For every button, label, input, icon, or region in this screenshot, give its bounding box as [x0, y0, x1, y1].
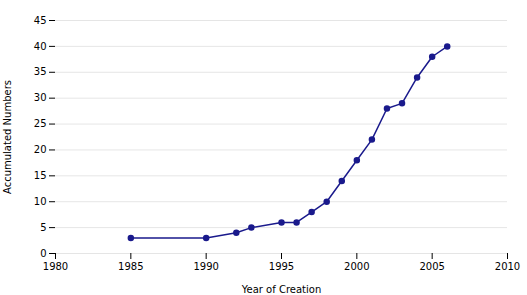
svg-text:40: 40 [34, 41, 47, 52]
svg-text:20: 20 [34, 144, 47, 155]
svg-text:2010: 2010 [495, 261, 520, 272]
svg-text:2005: 2005 [419, 261, 444, 272]
svg-text:15: 15 [34, 170, 47, 181]
svg-text:1985: 1985 [118, 261, 143, 272]
svg-text:1980: 1980 [43, 261, 68, 272]
svg-text:30: 30 [34, 92, 47, 103]
svg-text:Accumulated Numbers: Accumulated Numbers [2, 80, 13, 194]
svg-text:1990: 1990 [193, 261, 218, 272]
svg-text:0: 0 [40, 248, 46, 259]
svg-text:Year of Creation: Year of Creation [241, 284, 321, 295]
svg-text:25: 25 [34, 118, 47, 129]
svg-text:45: 45 [34, 15, 47, 26]
svg-text:5: 5 [40, 222, 46, 233]
svg-text:1995: 1995 [269, 261, 294, 272]
svg-text:10: 10 [34, 196, 47, 207]
svg-text:35: 35 [34, 66, 47, 77]
svg-text:2000: 2000 [344, 261, 369, 272]
